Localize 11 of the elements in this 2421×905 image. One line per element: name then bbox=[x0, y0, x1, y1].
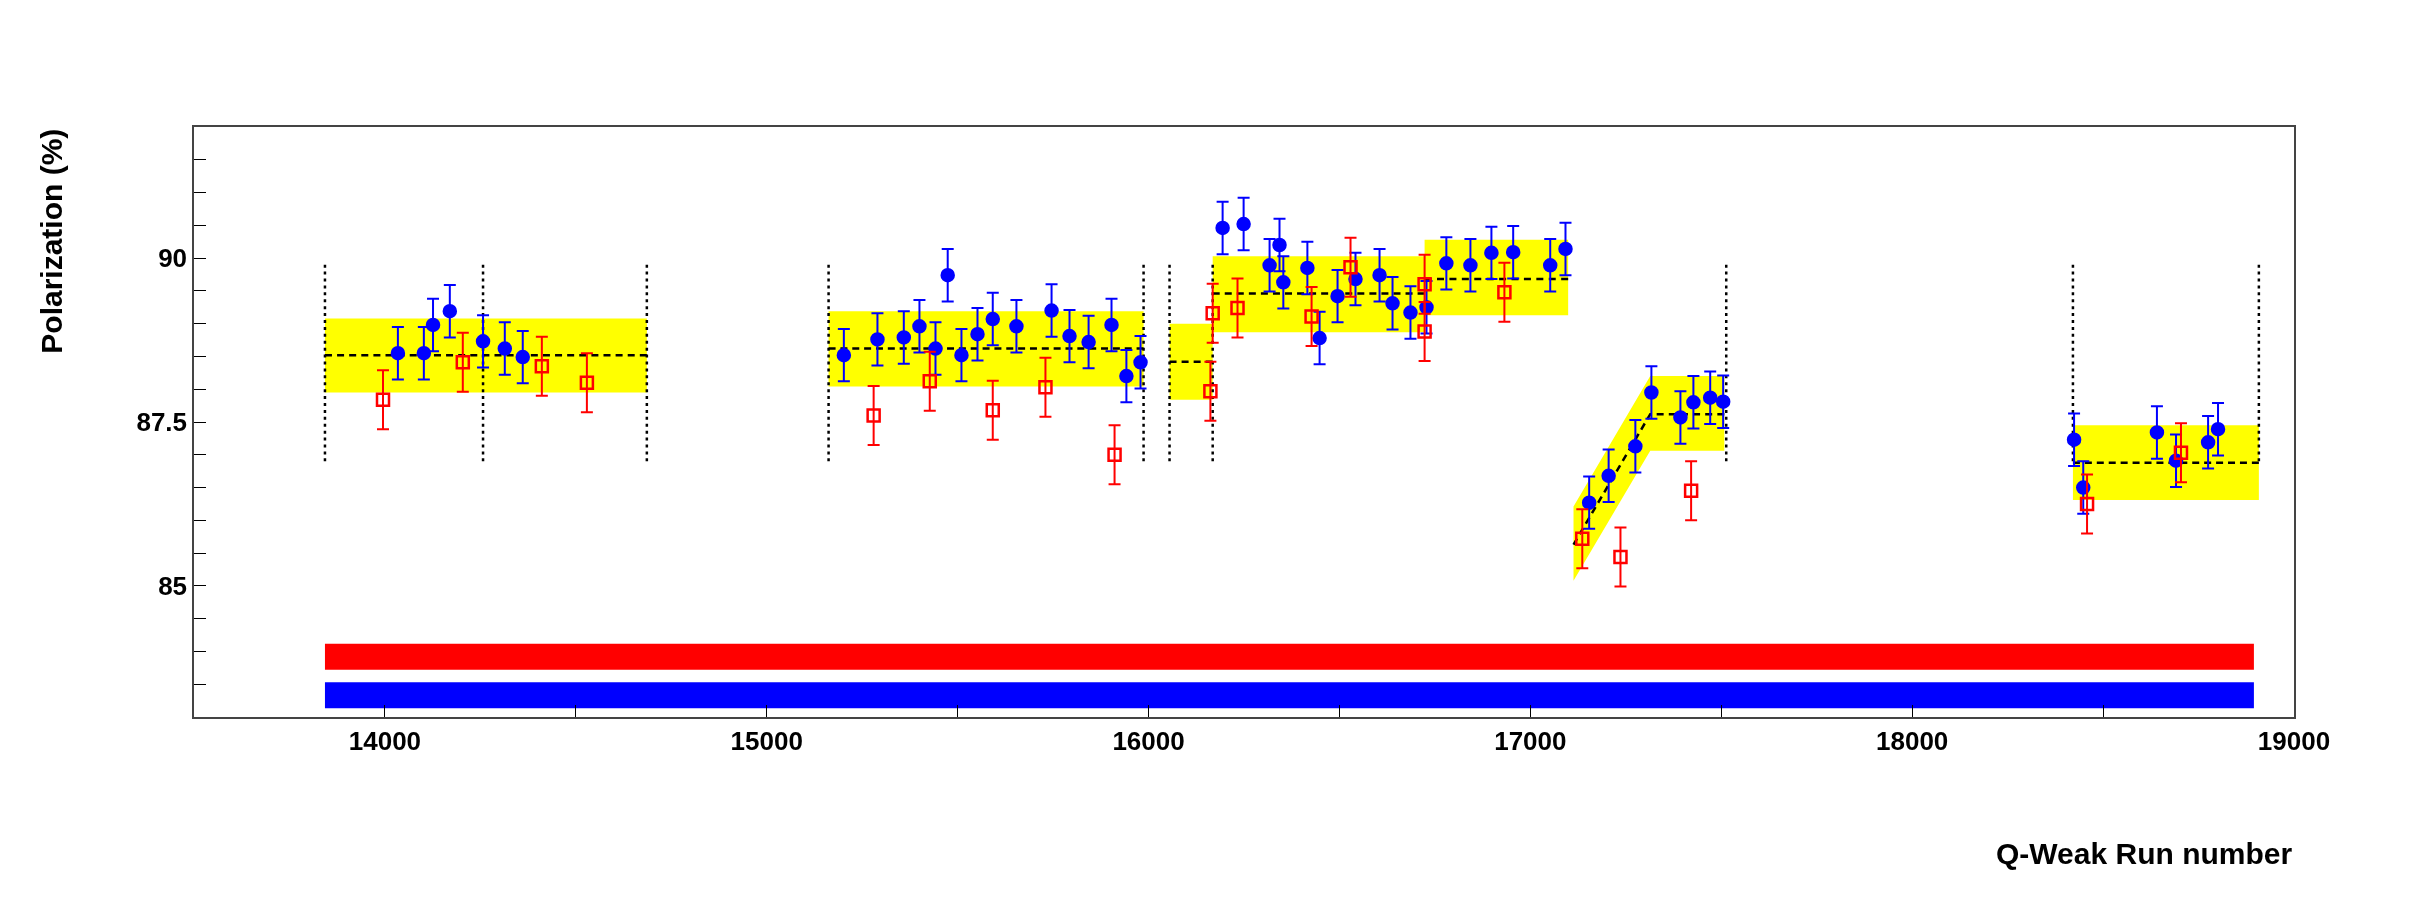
y-tick-label: 90 bbox=[158, 243, 188, 274]
y-tick-label: 87.5 bbox=[136, 407, 188, 438]
x-tick-label: 17000 bbox=[1494, 725, 1567, 756]
x-tick-label: 14000 bbox=[348, 725, 422, 756]
y-axis-title: Polarization (%) bbox=[34, 128, 68, 354]
x-axis-title: Q-Weak Run number bbox=[1996, 837, 2293, 870]
x-tick-label: 16000 bbox=[1112, 725, 1185, 756]
x-tick-label: 15000 bbox=[730, 725, 803, 756]
x-tick-label: 18000 bbox=[1876, 725, 1949, 756]
x-tick-label: 19000 bbox=[2257, 725, 2331, 756]
y-tick-label: 85 bbox=[158, 570, 188, 601]
